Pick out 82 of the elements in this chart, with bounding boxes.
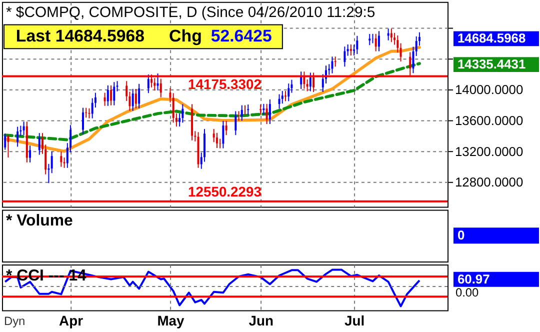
candlestick xyxy=(378,30,380,52)
x-tick-label: Jul xyxy=(344,312,365,329)
candlestick xyxy=(247,104,250,116)
candlestick xyxy=(4,133,6,150)
candlestick xyxy=(240,104,243,122)
candlestick xyxy=(16,126,19,148)
candlestick xyxy=(306,78,308,92)
candlestick xyxy=(390,28,392,43)
candlestick xyxy=(150,74,153,88)
candlestick xyxy=(331,56,334,74)
candlestick xyxy=(260,104,262,116)
candlestick xyxy=(7,134,10,158)
annotation: 52.6425 xyxy=(210,26,272,46)
candlestick xyxy=(169,88,172,103)
annotation: Chg xyxy=(169,26,202,46)
text: 14684.5968 xyxy=(457,30,526,46)
y-tick-label: 13600.0000 xyxy=(454,112,524,128)
candlestick xyxy=(344,46,346,68)
candlestick xyxy=(29,145,32,163)
candlestick xyxy=(234,110,237,136)
candlestick xyxy=(266,103,268,125)
candlestick xyxy=(50,150,53,174)
candlestick xyxy=(85,107,88,118)
candlestick xyxy=(262,103,265,116)
candlestick xyxy=(374,33,377,52)
text: 14335.4431 xyxy=(457,56,526,72)
candlestick xyxy=(278,94,280,110)
y-tick-label: 12800.0000 xyxy=(454,174,524,190)
text: Dyn xyxy=(4,314,26,328)
candlestick xyxy=(303,71,306,90)
ref-line-label: 12550.2293 xyxy=(188,183,262,200)
candlestick xyxy=(38,132,40,156)
x-tick-label: Jun xyxy=(248,312,274,329)
text: 0.00 xyxy=(455,285,480,300)
candlestick xyxy=(309,72,312,92)
text: * Volume xyxy=(6,212,73,230)
candlestick xyxy=(104,92,106,106)
candlestick xyxy=(268,98,271,125)
candlestick xyxy=(409,52,412,76)
line-series xyxy=(4,46,421,153)
candlestick xyxy=(412,46,414,74)
candlestick xyxy=(284,90,286,102)
candlestick xyxy=(116,80,118,92)
candlestick xyxy=(22,121,25,136)
candlestick xyxy=(356,35,358,55)
candlestick xyxy=(134,88,137,109)
y-tick-label: 13200.0000 xyxy=(454,144,524,159)
candlestick xyxy=(160,78,162,98)
candlestick xyxy=(132,88,134,112)
candlestick xyxy=(350,44,352,56)
y-tick-label: 14000.0000 xyxy=(454,82,524,98)
candlestick xyxy=(216,132,218,149)
candlestick xyxy=(396,34,399,54)
candlestick xyxy=(288,83,290,102)
candlestick xyxy=(82,107,84,135)
candlestick xyxy=(368,34,371,46)
text: 0 xyxy=(457,228,465,243)
candlestick xyxy=(312,72,315,93)
candlestick xyxy=(400,42,402,62)
candlestick xyxy=(106,84,109,106)
chart-title: * $COMPQ, COMPOSITE, D (Since 04/26/2010 11:29:5 xyxy=(6,4,376,21)
candlestick xyxy=(415,36,418,56)
candlestick xyxy=(63,157,66,168)
candlestick xyxy=(154,78,156,91)
text: 60.97 xyxy=(457,271,490,286)
candlestick xyxy=(156,72,159,91)
candlestick xyxy=(60,150,62,168)
x-tick-label: May xyxy=(157,312,185,329)
candlestick xyxy=(225,120,228,136)
candlestick xyxy=(300,71,302,90)
candlestick xyxy=(334,56,336,68)
candlestick xyxy=(138,83,140,109)
candlestick xyxy=(222,120,224,149)
ref-line-label: 14175.3302 xyxy=(188,76,262,92)
candlestick xyxy=(113,82,116,106)
x-tick-label: Apr xyxy=(59,312,84,329)
candlestick xyxy=(110,84,112,106)
candlestick xyxy=(147,74,150,94)
candlestick xyxy=(346,44,349,56)
annotation: Last 14684.5968 xyxy=(16,26,145,46)
candlestick xyxy=(172,92,174,124)
candlestick xyxy=(182,104,184,124)
